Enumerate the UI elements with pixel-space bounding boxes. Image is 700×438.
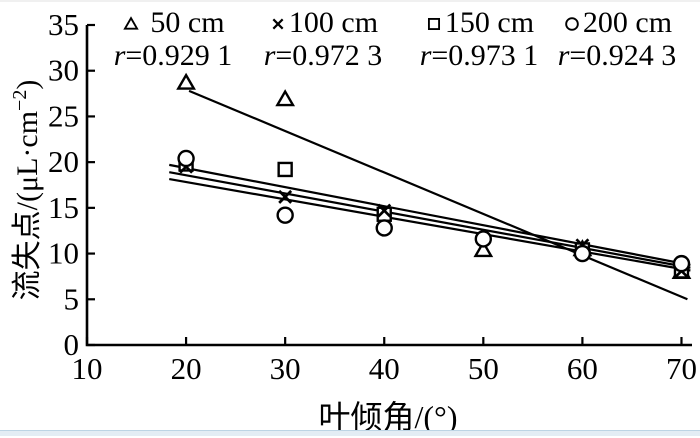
correlation-value: r=0.924 3 <box>557 39 677 72</box>
svg-text:20: 20 <box>171 351 202 386</box>
svg-text:50: 50 <box>468 351 499 386</box>
legend-label: 200 cm <box>582 6 673 39</box>
svg-text:5: 5 <box>64 281 80 316</box>
legend-label: 100 cm <box>288 6 379 39</box>
legend-item-200cm: 200 cm r=0.924 3 <box>548 6 686 72</box>
x-marker-icon <box>268 10 288 40</box>
y-axis-title: 流失点/(μL·cm−2) <box>9 79 44 301</box>
x-axis-title: 叶倾角/(°) <box>318 399 458 435</box>
svg-text:20: 20 <box>48 144 79 179</box>
correlation-value: r=0.972 3 <box>263 39 383 72</box>
window-edge <box>0 430 700 436</box>
svg-text:10: 10 <box>72 351 103 386</box>
svg-text:15: 15 <box>48 190 79 225</box>
svg-text:0: 0 <box>64 327 80 362</box>
svg-text:25: 25 <box>48 98 79 133</box>
legend-label: 50 cm <box>150 6 225 39</box>
correlation-value: r=0.929 1 <box>113 39 233 72</box>
svg-text:40: 40 <box>369 351 400 386</box>
legend-label: 150 cm <box>444 6 535 39</box>
legend-item-100cm: 100 cm r=0.972 3 <box>252 6 394 72</box>
correlation-value: r=0.973 1 <box>419 39 539 72</box>
svg-text:10: 10 <box>48 236 79 271</box>
svg-text:30: 30 <box>48 53 79 88</box>
triangle-marker-icon <box>121 10 141 40</box>
svg-text:70: 70 <box>666 351 697 386</box>
legend-item-150cm: 150 cm r=0.973 1 <box>410 6 548 72</box>
chart-legend: 50 cm r=0.929 1 100 cm r=0.972 3 150 cm … <box>0 6 700 72</box>
svg-text:60: 60 <box>567 351 598 386</box>
legend-item-50cm: 50 cm r=0.929 1 <box>104 6 242 72</box>
svg-text:35: 35 <box>48 7 79 42</box>
square-marker-icon <box>424 10 444 40</box>
svg-text:30: 30 <box>270 351 301 386</box>
circle-marker-icon <box>562 10 582 40</box>
